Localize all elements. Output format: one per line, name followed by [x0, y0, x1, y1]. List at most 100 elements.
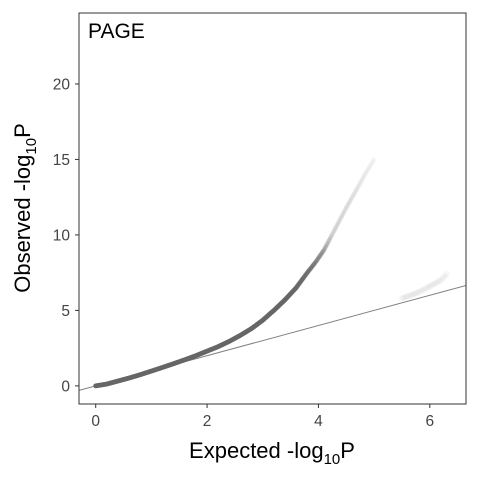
data-point: [357, 180, 363, 186]
data-point: [342, 208, 347, 214]
data-point: [398, 295, 406, 302]
data-point: [313, 259, 319, 265]
data-point: [437, 277, 445, 284]
data-point: [368, 163, 373, 168]
data-point: [326, 238, 332, 244]
data-point: [329, 233, 334, 239]
data-point: [331, 228, 337, 234]
data-point: [362, 172, 368, 178]
data-point: [415, 289, 422, 296]
x-tick-label: 2: [203, 413, 212, 430]
y-tick-label: 15: [53, 152, 70, 169]
y-tick-label: 5: [61, 303, 70, 320]
chart-title: PAGE: [88, 20, 145, 43]
data-point: [341, 210, 346, 216]
y-tick-label: 10: [53, 227, 71, 244]
data-point: [434, 279, 441, 286]
data-point: [409, 291, 417, 298]
data-point: [342, 207, 348, 212]
data-point: [336, 219, 342, 225]
data-point: [346, 200, 352, 206]
series-0: [93, 157, 377, 389]
data-point: [343, 205, 349, 211]
data-point: [338, 215, 344, 221]
data-point: [359, 177, 365, 183]
data-point: [352, 190, 358, 196]
data-point: [318, 251, 324, 257]
data-point: [365, 167, 371, 173]
data-point: [334, 222, 340, 228]
data-point: [363, 170, 369, 176]
data-point: [312, 260, 318, 266]
data-point: [344, 203, 350, 209]
data-point: [311, 262, 317, 267]
axes: 0 2 4 6 0 5 10 15 20: [53, 12, 467, 430]
data-point: [358, 179, 364, 184]
data-point: [354, 187, 359, 193]
x-tick-label: 4: [314, 413, 323, 430]
series-1: [398, 270, 450, 302]
data-point: [325, 240, 331, 246]
data-point: [316, 254, 322, 260]
data-point: [317, 252, 323, 258]
y-tick-label: 0: [61, 378, 70, 395]
data-point: [366, 166, 371, 171]
data-point: [321, 247, 327, 253]
data-point: [417, 288, 424, 295]
x-tick-label: 6: [425, 413, 434, 430]
data-point: [432, 280, 439, 287]
data-point: [329, 231, 335, 237]
data-point: [335, 221, 341, 227]
data-point: [411, 290, 419, 297]
data-point: [370, 158, 376, 164]
data-point: [368, 161, 374, 167]
data-point: [369, 160, 375, 165]
data-point: [428, 282, 435, 289]
data-point: [408, 291, 415, 299]
data-point: [404, 293, 411, 300]
data-point: [402, 293, 409, 301]
data-point: [327, 237, 332, 242]
plot-clip-group: [79, 157, 466, 391]
data-point: [328, 235, 333, 241]
data-point: [371, 157, 377, 162]
data-point: [340, 212, 345, 218]
data-point: [435, 278, 443, 285]
data-point: [315, 257, 320, 262]
y-tick-label: 20: [53, 76, 71, 93]
data-point: [422, 285, 430, 292]
data-point: [361, 173, 367, 179]
data-point: [355, 184, 361, 189]
data-point: [421, 286, 428, 293]
data-point: [330, 230, 336, 235]
data-point: [430, 281, 437, 288]
data-point: [345, 202, 351, 207]
data-point: [332, 226, 338, 232]
data-point: [443, 270, 450, 278]
data-point: [356, 182, 362, 188]
data-point: [353, 188, 358, 194]
data-point: [400, 294, 408, 301]
data-point: [426, 283, 434, 290]
data-point: [349, 195, 355, 201]
data-point: [339, 214, 345, 219]
data-point: [360, 175, 366, 181]
data-point: [419, 287, 426, 294]
y-axis-title: Observed -log10P: [10, 123, 40, 293]
data-point: [333, 224, 339, 230]
data-point: [439, 275, 446, 282]
data-point: [355, 185, 360, 191]
data-point: [351, 192, 357, 198]
data-point: [314, 258, 319, 264]
data-point: [320, 248, 326, 254]
data-point: [364, 169, 370, 174]
plot-area: [79, 157, 466, 391]
data-point: [323, 244, 329, 249]
data-point: [348, 197, 354, 202]
panel-border: [78, 12, 467, 405]
data-point: [441, 272, 448, 280]
data-point: [367, 164, 372, 170]
data-point: [319, 250, 325, 256]
data-point: [424, 284, 432, 291]
data-point: [406, 292, 413, 299]
